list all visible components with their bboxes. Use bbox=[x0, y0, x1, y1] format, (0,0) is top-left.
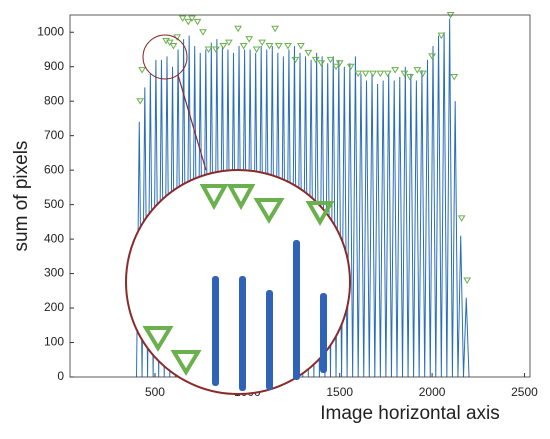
marker bbox=[413, 67, 422, 74]
marker bbox=[406, 74, 414, 81]
marker bbox=[354, 70, 363, 78]
marker bbox=[391, 67, 400, 74]
marker bbox=[457, 215, 466, 222]
marker bbox=[463, 277, 472, 284]
marker bbox=[400, 70, 409, 78]
marker bbox=[188, 15, 196, 22]
x-tick-label: 500 bbox=[145, 385, 165, 399]
marker bbox=[178, 15, 187, 22]
marker bbox=[346, 63, 355, 71]
y-tick-label: 0 bbox=[57, 369, 64, 383]
marker bbox=[245, 36, 254, 43]
marker bbox=[335, 60, 344, 67]
marker bbox=[193, 18, 202, 26]
marker bbox=[239, 43, 248, 50]
marker bbox=[258, 39, 267, 47]
x-tick-label: 2000 bbox=[419, 385, 446, 399]
marker bbox=[284, 43, 292, 50]
marker bbox=[361, 70, 370, 78]
marker bbox=[437, 32, 446, 40]
y-tick-label: 800 bbox=[44, 93, 64, 107]
marker bbox=[212, 46, 220, 53]
y-tick-label: 900 bbox=[44, 59, 64, 73]
zoom-inset bbox=[125, 34, 351, 395]
x-tick-label: 1500 bbox=[326, 385, 353, 399]
marker bbox=[252, 46, 261, 53]
marker bbox=[428, 53, 436, 60]
marker bbox=[311, 56, 320, 64]
zoom-markers bbox=[142, 184, 335, 376]
marker bbox=[169, 43, 178, 50]
marker bbox=[418, 70, 427, 78]
y-tick-label: 300 bbox=[44, 266, 64, 280]
y-tick-label: 200 bbox=[44, 300, 64, 314]
x-axis-label: Image horizontal axis bbox=[320, 403, 500, 424]
x-tick-label: 2500 bbox=[511, 385, 538, 399]
marker bbox=[383, 70, 392, 78]
marker bbox=[317, 60, 326, 67]
zoom-peaks bbox=[212, 240, 327, 391]
marker bbox=[165, 39, 174, 47]
marker bbox=[326, 56, 335, 64]
marker bbox=[291, 56, 300, 64]
marker bbox=[136, 98, 145, 105]
marker bbox=[199, 29, 207, 36]
y-tick-label: 1000 bbox=[37, 24, 64, 38]
y-tick-label: 700 bbox=[44, 128, 64, 142]
marker bbox=[376, 70, 385, 78]
marker bbox=[297, 43, 305, 50]
marker bbox=[224, 39, 233, 47]
marker bbox=[138, 67, 146, 74]
y-tick-label: 100 bbox=[44, 335, 64, 349]
marker bbox=[450, 74, 459, 81]
y-tick-label: 600 bbox=[44, 162, 64, 176]
marker bbox=[265, 43, 274, 50]
zoom-source bbox=[142, 34, 188, 80]
zoom-connector bbox=[177, 74, 207, 171]
marker bbox=[274, 43, 283, 50]
marker bbox=[332, 63, 340, 71]
y-tick-label: 500 bbox=[44, 197, 64, 211]
marker bbox=[234, 25, 242, 33]
marker bbox=[204, 46, 213, 53]
marker bbox=[219, 43, 228, 50]
y-tick-label: 400 bbox=[44, 231, 64, 245]
y-axis-label: sum of pixels bbox=[11, 141, 32, 252]
marker bbox=[271, 25, 279, 33]
marker bbox=[304, 49, 313, 57]
marker bbox=[369, 70, 377, 78]
marker bbox=[184, 18, 193, 26]
